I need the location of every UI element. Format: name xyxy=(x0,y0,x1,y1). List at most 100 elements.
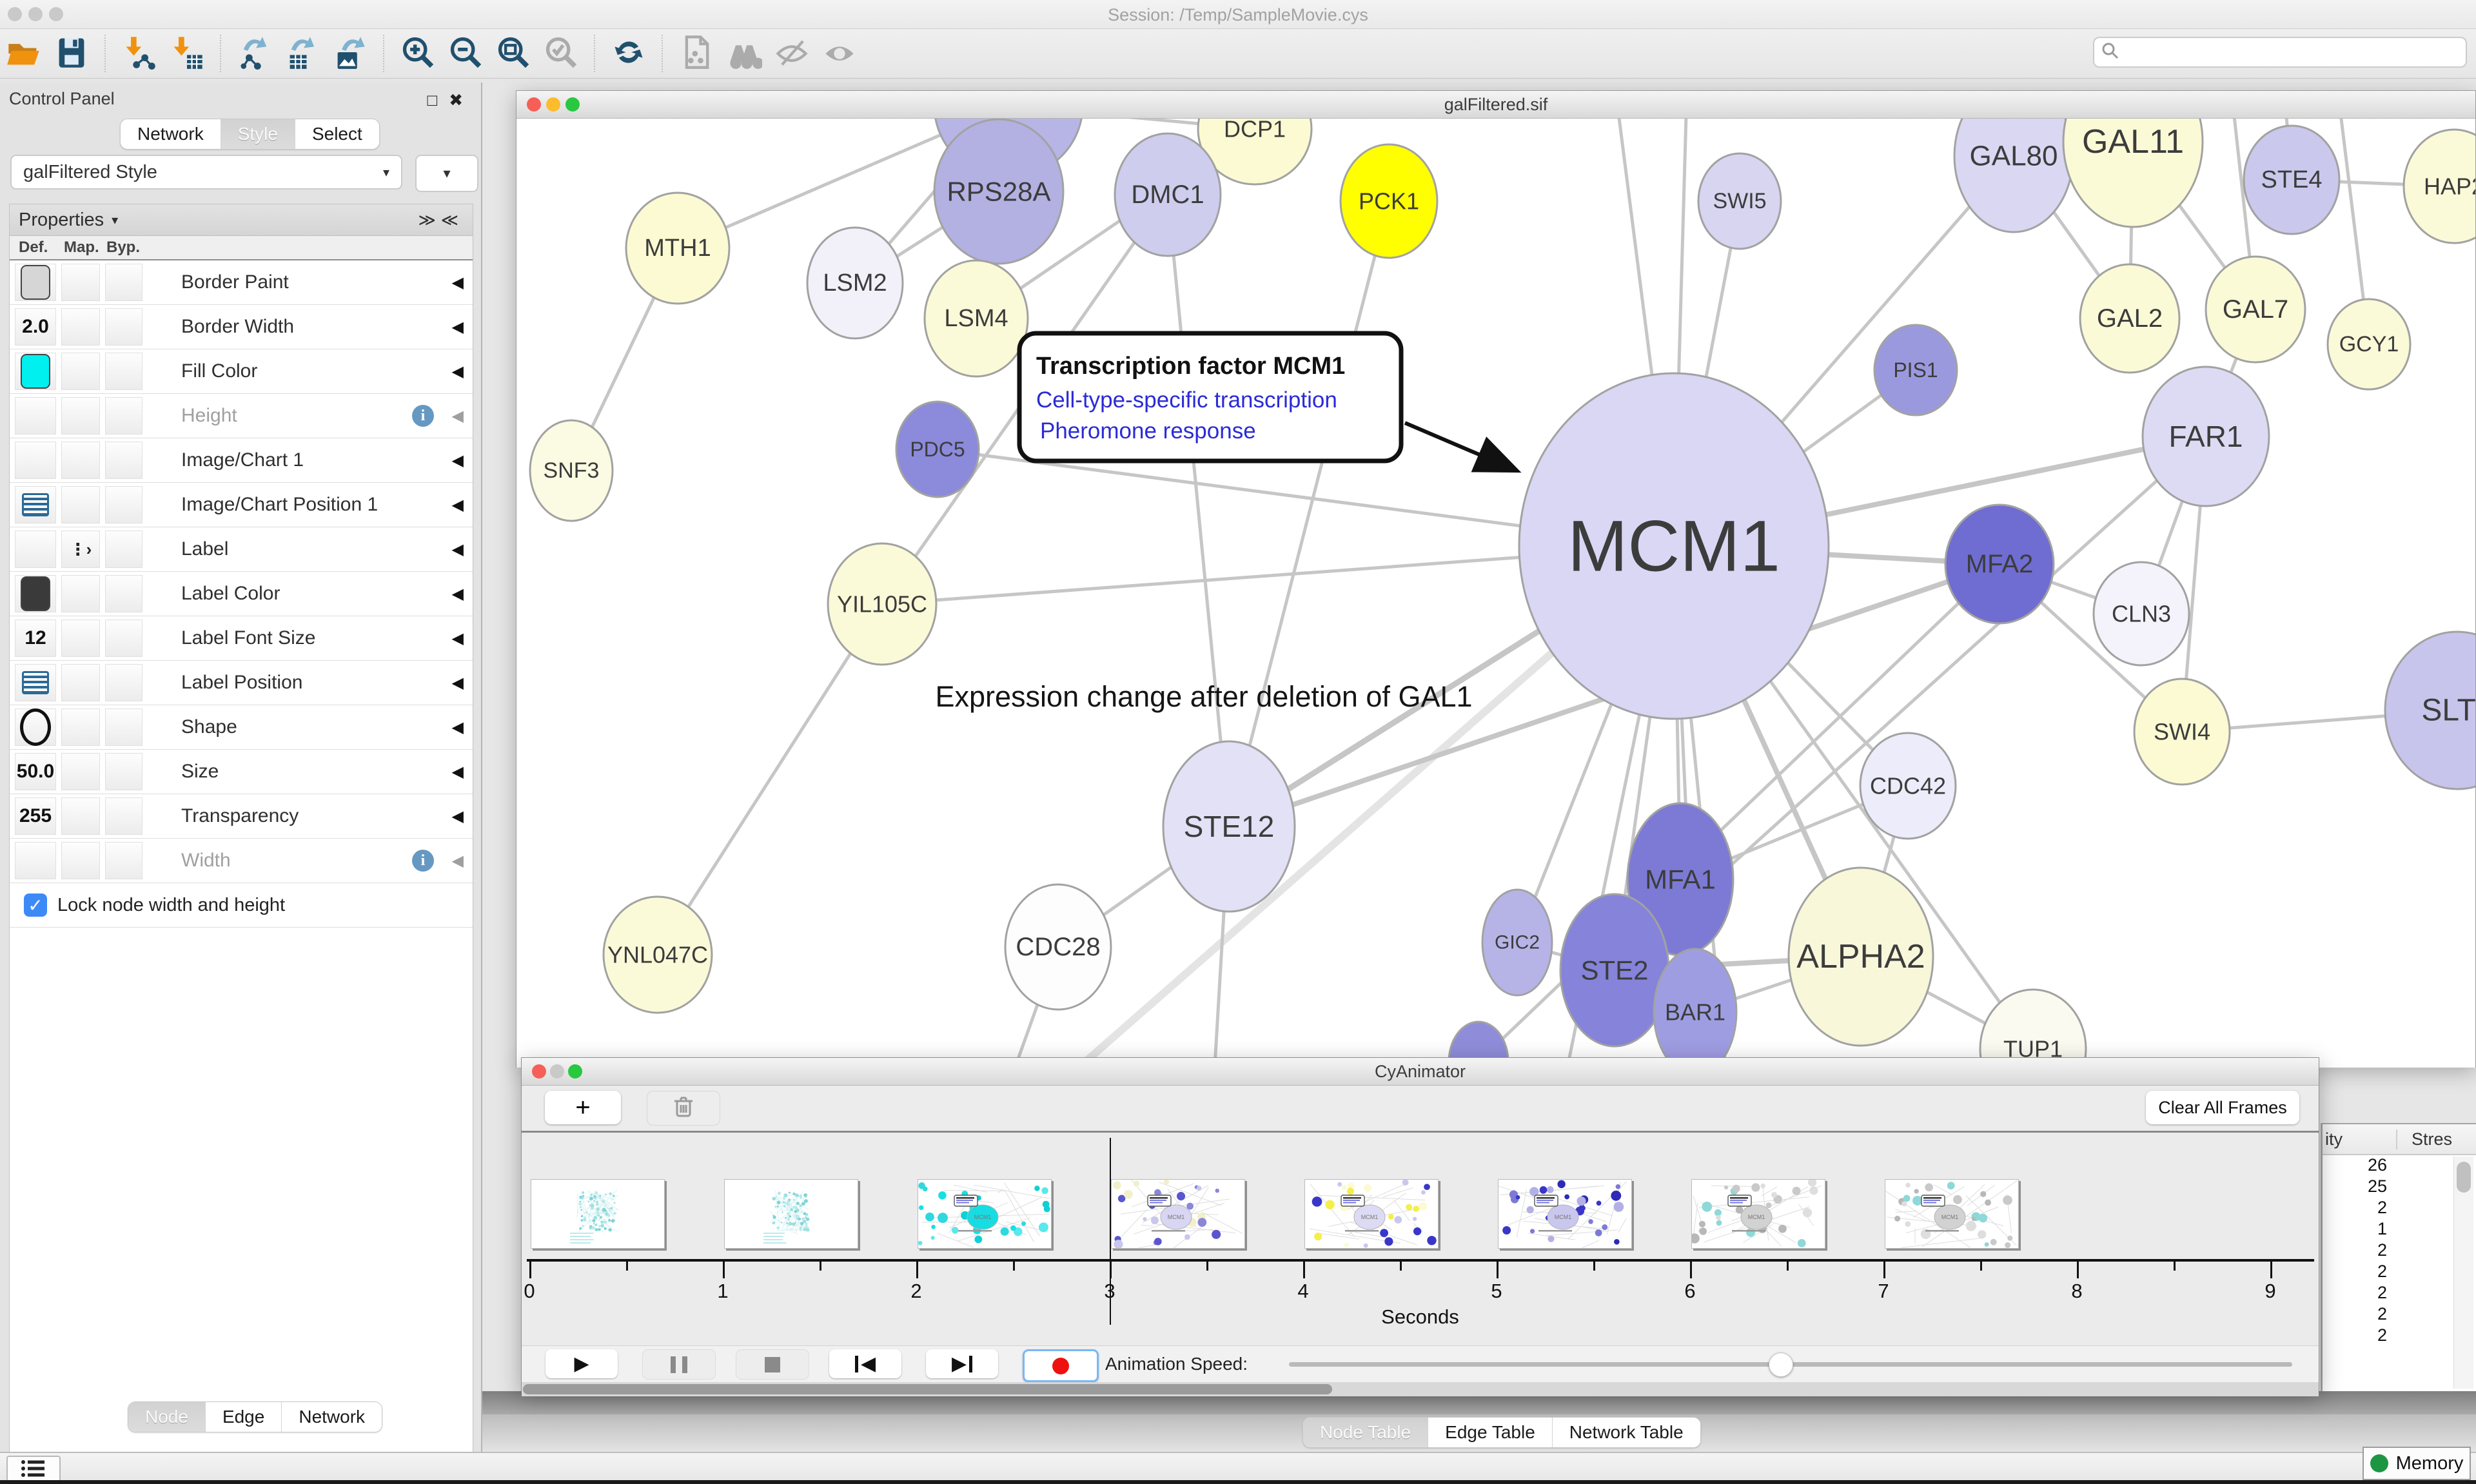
table-row[interactable]: 2 xyxy=(2377,1304,2387,1323)
property-row-border-width[interactable]: 2.0 Border Width ◀ xyxy=(10,305,473,349)
import-table-button[interactable] xyxy=(166,33,208,74)
node-yil105c[interactable]: YIL105C xyxy=(827,542,938,666)
frame-thumbnail-5s[interactable]: MCM1 xyxy=(1498,1179,1632,1249)
node-pis1[interactable]: PIS1 xyxy=(1873,324,1958,416)
property-row-image-chart-1[interactable]: Image/Chart 1 ◀ xyxy=(10,438,473,483)
expand-left-icon[interactable]: ◀ xyxy=(451,852,464,870)
node-mth1[interactable]: MTH1 xyxy=(625,191,731,305)
memory-button[interactable]: Memory xyxy=(2363,1447,2471,1480)
slider-thumb[interactable] xyxy=(1769,1352,1793,1377)
node-cdc28[interactable]: CDC28 xyxy=(1004,883,1112,1011)
skip-start-button[interactable]: ◀ xyxy=(829,1349,901,1378)
frame-thumbnail-3s[interactable]: MCM1 xyxy=(1111,1179,1245,1249)
expand-left-icon[interactable]: ◀ xyxy=(451,273,464,291)
clear-all-frames-button[interactable]: Clear All Frames xyxy=(2146,1091,2299,1124)
node-ynl047c[interactable]: YNL047C xyxy=(602,895,713,1014)
lock-size-row[interactable]: ✓ Lock node width and height xyxy=(10,883,473,928)
stop-button[interactable] xyxy=(736,1349,809,1380)
property-row-label-position[interactable]: Label Position ◀ xyxy=(10,661,473,705)
minimize-window-button[interactable] xyxy=(28,7,43,21)
lock-checkbox[interactable]: ✓ xyxy=(24,893,47,917)
network-canvas[interactable]: DCP1 RPS28A DMC1 PCK1 SWI5 GAL80 GAL11 STE4 HAP2… xyxy=(516,119,2475,1068)
expand-left-icon[interactable]: ◀ xyxy=(451,496,464,514)
export-image-button[interactable] xyxy=(329,33,371,74)
node-mfa2[interactable]: MFA2 xyxy=(1944,503,2055,625)
expand-collapse-icons[interactable]: ≫≪ xyxy=(418,210,464,229)
frame-thumbnail-7s[interactable]: MCM1 xyxy=(1885,1179,2019,1249)
node-tup1[interactable]: TUP1 xyxy=(1979,988,2087,1068)
expand-left-icon[interactable]: ◀ xyxy=(451,451,464,469)
zoom-out-button[interactable] xyxy=(445,33,486,74)
skip-end-button[interactable]: ▶ xyxy=(926,1349,998,1378)
timeline-playhead[interactable] xyxy=(1110,1138,1111,1325)
save-button[interactable] xyxy=(51,33,92,74)
node-mcm1[interactable]: MCM1 xyxy=(1518,372,1830,720)
expand-left-icon[interactable]: ◀ xyxy=(451,540,464,558)
frame-thumbnail-1s[interactable] xyxy=(724,1179,858,1249)
edge-ste12-dmc1[interactable] xyxy=(1166,194,1231,827)
style-selector[interactable]: galFiltered Style ▾ xyxy=(10,155,402,190)
property-row-transparency[interactable]: 255 Transparency ◀ xyxy=(10,794,473,839)
node-pck1[interactable]: PCK1 xyxy=(1339,143,1439,259)
table-row[interactable]: 2 xyxy=(2377,1240,2387,1260)
tab-network[interactable]: Network xyxy=(282,1402,382,1432)
value-swatch[interactable] xyxy=(21,576,50,611)
expand-left-icon[interactable]: ◀ xyxy=(451,318,464,336)
node-cln3[interactable]: CLN3 xyxy=(2092,561,2190,667)
expand-left-icon[interactable]: ◀ xyxy=(451,763,464,781)
node-lsm4[interactable]: LSM4 xyxy=(923,259,1029,378)
node-gal11[interactable]: GAL11 xyxy=(2062,119,2204,228)
edge-ste12-pck1[interactable] xyxy=(1227,200,1391,827)
property-row-fill-color[interactable]: Fill Color ◀ xyxy=(10,349,473,394)
table-col-centrality[interactable]: ity xyxy=(2325,1129,2343,1149)
network-window-titlebar[interactable]: galFiltered.sif xyxy=(516,91,2475,119)
tab-style[interactable]: Style xyxy=(221,119,295,149)
table-scrollbar[interactable] xyxy=(2453,1157,2473,1389)
property-row-label[interactable]: ⋮› Label ◀ xyxy=(10,527,473,572)
node-cdc42[interactable]: CDC42 xyxy=(1859,732,1957,840)
panel-window-buttons[interactable]: □✖ xyxy=(427,90,475,110)
zoom-fit-button[interactable] xyxy=(493,33,534,74)
cyanimator-titlebar[interactable]: CyAnimator xyxy=(522,1058,2319,1086)
table-row[interactable]: 26 xyxy=(2367,1155,2387,1175)
frame-thumbnail-4s[interactable]: MCM1 xyxy=(1304,1179,1439,1249)
open-folder-button[interactable] xyxy=(3,33,44,74)
property-row-label-font-size[interactable]: 12 Label Font Size ◀ xyxy=(10,616,473,661)
animation-speed-slider[interactable] xyxy=(1289,1352,2292,1377)
table-row[interactable]: 25 xyxy=(2367,1176,2387,1196)
zoom-in-button[interactable] xyxy=(397,33,438,74)
expand-left-icon[interactable]: ◀ xyxy=(451,674,464,692)
maximize-icon[interactable] xyxy=(568,1064,582,1079)
minimize-icon[interactable] xyxy=(550,1064,564,1079)
node-snf3[interactable]: SNF3 xyxy=(529,419,614,522)
node-swi5[interactable]: SWI5 xyxy=(1697,152,1782,250)
tab-node-table[interactable]: Node Table xyxy=(1303,1418,1429,1447)
import-network-button[interactable] xyxy=(119,33,160,74)
expand-left-icon[interactable]: ◀ xyxy=(451,807,464,825)
tab-network-table[interactable]: Network Table xyxy=(1552,1418,1700,1447)
task-history-button[interactable] xyxy=(6,1456,61,1484)
pause-button[interactable] xyxy=(642,1349,716,1380)
property-row-shape[interactable]: Shape ◀ xyxy=(10,705,473,750)
property-row-size[interactable]: 50.0 Size ◀ xyxy=(10,750,473,794)
tab-select[interactable]: Select xyxy=(295,119,379,149)
expand-left-icon[interactable]: ◀ xyxy=(451,407,464,425)
node-swi4[interactable]: SWI4 xyxy=(2133,678,2231,786)
node-gal2[interactable]: GAL2 xyxy=(2079,263,2181,374)
node-gal7[interactable]: GAL7 xyxy=(2205,255,2306,364)
export-network-button[interactable] xyxy=(234,33,275,74)
search-input[interactable] xyxy=(2093,37,2467,68)
table-row[interactable]: 2 xyxy=(2377,1283,2387,1302)
property-row-label-color[interactable]: Label Color ◀ xyxy=(10,572,473,616)
expand-left-icon[interactable]: ◀ xyxy=(451,362,464,380)
expand-left-icon[interactable]: ◀ xyxy=(451,718,464,736)
frame-thumbnail-2s[interactable]: MCM1 xyxy=(918,1179,1052,1249)
property-row-height[interactable]: Height i ◀ xyxy=(10,394,473,438)
expand-left-icon[interactable]: ◀ xyxy=(451,585,464,603)
node-ste4[interactable]: STE4 xyxy=(2243,124,2341,235)
node-far1[interactable]: FAR1 xyxy=(2141,366,2270,507)
tab-node[interactable]: Node xyxy=(128,1402,206,1432)
value-swatch[interactable] xyxy=(21,354,50,389)
info-icon[interactable]: i xyxy=(412,850,434,872)
value-swatch[interactable] xyxy=(21,265,50,300)
